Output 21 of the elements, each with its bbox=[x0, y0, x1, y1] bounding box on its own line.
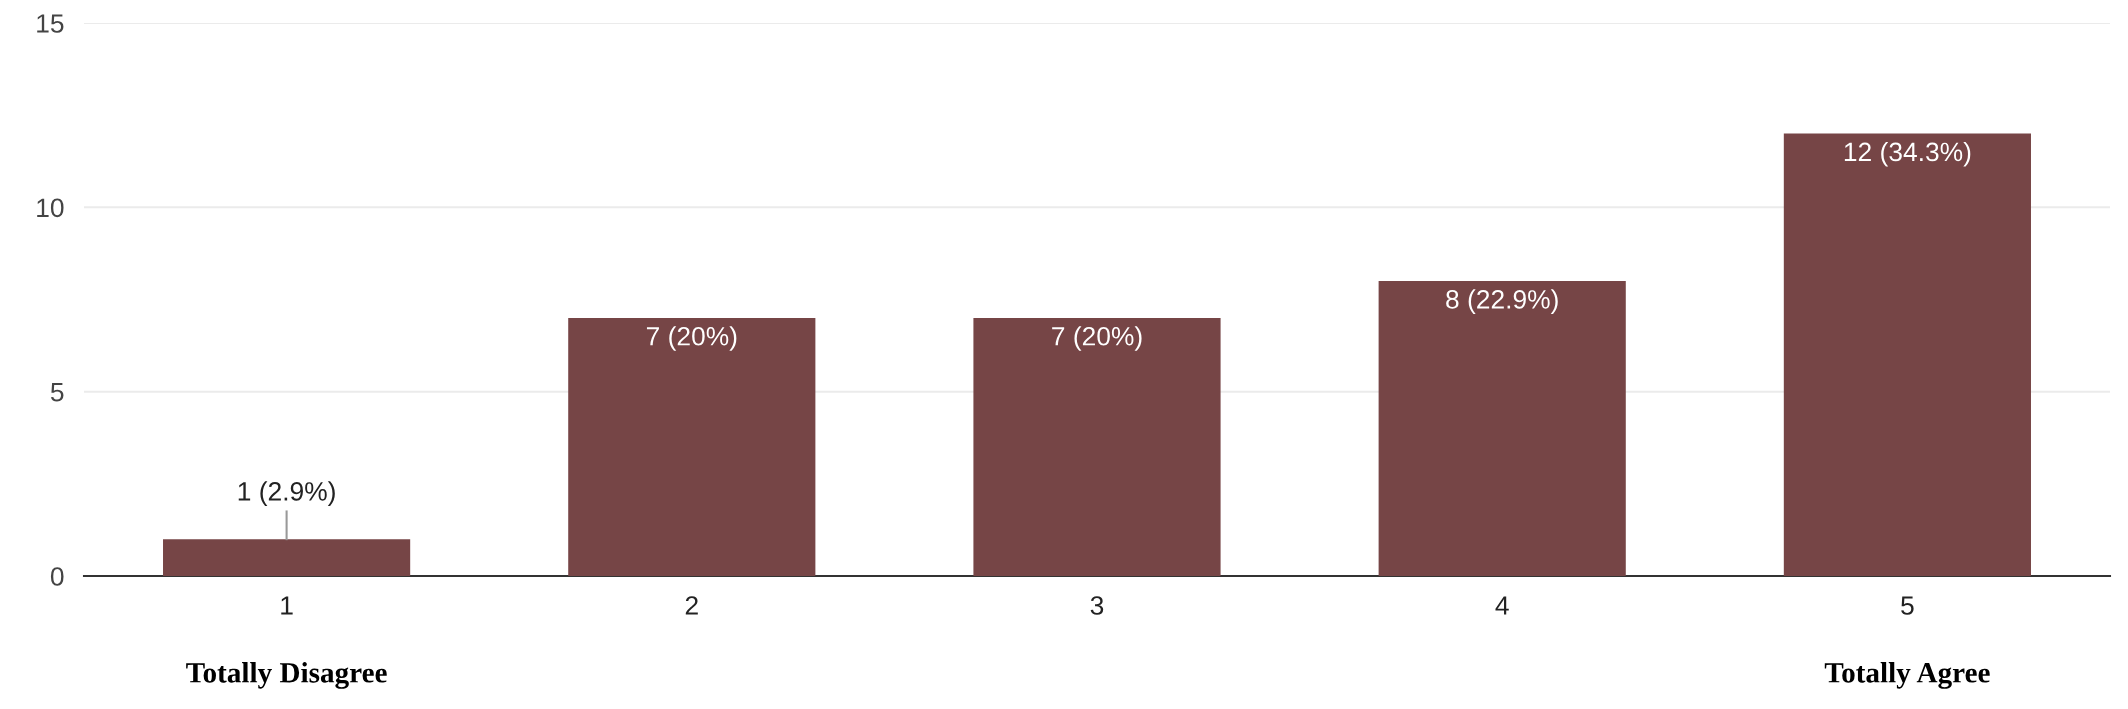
bar bbox=[973, 317, 1221, 576]
bar bbox=[163, 539, 411, 576]
y-tick-label: 15 bbox=[37, 14, 64, 33]
data-label: 7 (20%) bbox=[646, 326, 737, 351]
text: Totally Disagree bbox=[186, 662, 387, 689]
y-tick-label: 5 bbox=[50, 383, 64, 402]
x-tick-label: 2 bbox=[685, 596, 698, 615]
bar bbox=[1783, 133, 2031, 576]
data-label: 7 (20%) bbox=[1052, 326, 1142, 351]
data-label: 1 (2.9%) bbox=[238, 481, 335, 506]
text: Totally Agree bbox=[1824, 662, 1990, 689]
x-tick-label: 3 bbox=[1090, 596, 1104, 615]
data-label: 8 (22.9%) bbox=[1446, 289, 1558, 314]
bar bbox=[568, 317, 816, 576]
y-tick-label: 0 bbox=[50, 567, 64, 586]
bar bbox=[1378, 281, 1626, 576]
x-tick-label: 1 bbox=[281, 596, 293, 615]
y-tick-label: 10 bbox=[37, 198, 64, 218]
x-tick-label: 4 bbox=[1495, 596, 1509, 615]
x-tick-label: 5 bbox=[1901, 596, 1914, 615]
data-label: 12 (34.3%) bbox=[1844, 141, 1971, 167]
